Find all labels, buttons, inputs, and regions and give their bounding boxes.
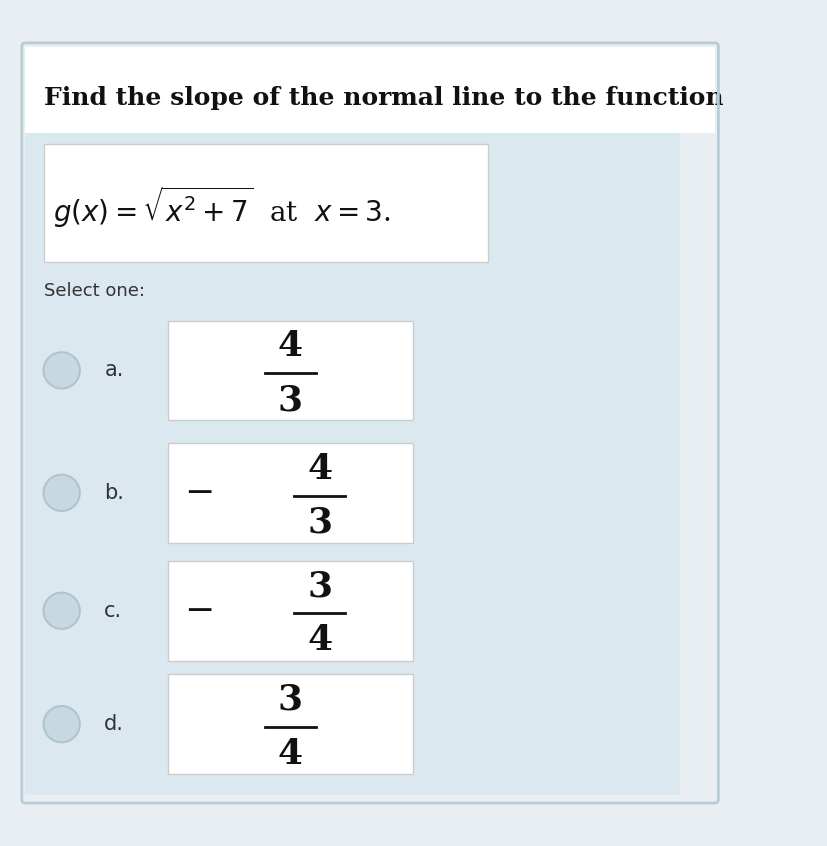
Text: d.: d. (104, 714, 124, 734)
Text: 4: 4 (307, 452, 332, 486)
Text: Select one:: Select one: (44, 283, 145, 300)
Text: −: − (184, 594, 214, 628)
Text: Find the slope of the normal line to the function: Find the slope of the normal line to the… (44, 86, 722, 110)
FancyBboxPatch shape (168, 674, 412, 774)
Circle shape (44, 475, 79, 511)
Text: 3: 3 (307, 506, 332, 540)
FancyBboxPatch shape (26, 133, 680, 795)
Text: 3: 3 (277, 383, 303, 417)
Text: 4: 4 (277, 737, 303, 771)
Text: −: − (184, 475, 214, 510)
Text: 4: 4 (307, 624, 332, 657)
FancyBboxPatch shape (168, 561, 412, 661)
Text: 3: 3 (307, 569, 332, 603)
FancyBboxPatch shape (168, 321, 412, 420)
FancyBboxPatch shape (26, 47, 714, 133)
Text: 4: 4 (277, 329, 303, 363)
Text: b.: b. (104, 483, 124, 503)
Circle shape (44, 706, 79, 742)
Text: $g(x)=\sqrt{x^2+7}$  at  $x=3$.: $g(x)=\sqrt{x^2+7}$ at $x=3$. (53, 184, 390, 230)
Circle shape (44, 592, 79, 629)
Text: a.: a. (104, 360, 123, 381)
FancyBboxPatch shape (44, 144, 487, 261)
Circle shape (44, 352, 79, 388)
Text: c.: c. (104, 601, 122, 621)
Text: 3: 3 (277, 683, 303, 717)
FancyBboxPatch shape (168, 443, 412, 543)
